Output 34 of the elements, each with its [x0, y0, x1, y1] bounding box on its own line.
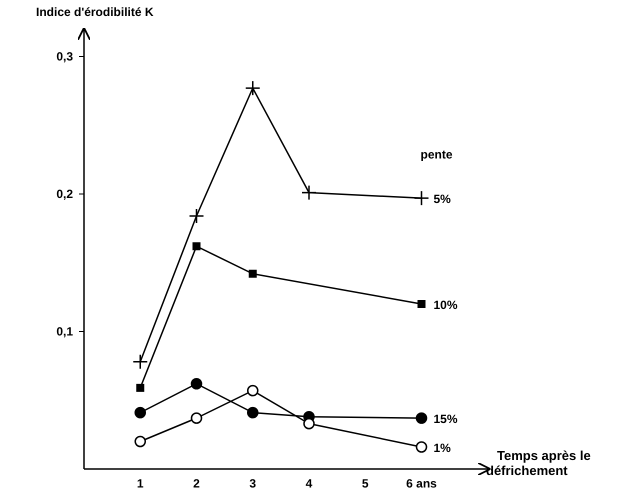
- legend-title: pente: [420, 147, 453, 162]
- point: [136, 384, 144, 392]
- x-axis-title: Temps après le défrichement: [486, 448, 591, 478]
- point: [188, 208, 204, 224]
- series-label: 5%: [434, 192, 452, 206]
- point: [192, 242, 200, 250]
- point: [414, 190, 430, 206]
- x-tick-label: 5: [362, 476, 369, 491]
- point: [301, 184, 317, 200]
- x-tick-label: 1: [136, 476, 144, 491]
- point: [134, 436, 146, 448]
- series-label: 15%: [434, 412, 458, 426]
- point: [245, 80, 260, 96]
- x-tick-label: 2: [193, 476, 200, 491]
- point: [303, 418, 315, 430]
- x-tick-label: 6 ans: [406, 476, 438, 491]
- y-tick-label: 0,3: [56, 49, 74, 64]
- point: [134, 406, 146, 418]
- y-tick-label: 0,1: [56, 324, 74, 338]
- point: [418, 300, 426, 308]
- point: [247, 384, 258, 396]
- series-label: 1%: [434, 441, 452, 455]
- series-label: 10%: [434, 298, 458, 312]
- point: [190, 378, 202, 390]
- point: [190, 412, 202, 424]
- x-tick-label: 3: [249, 476, 256, 491]
- y-tick-label: 0,2: [56, 186, 74, 201]
- point: [416, 412, 428, 424]
- point: [248, 270, 257, 278]
- point: [416, 441, 428, 453]
- point: [132, 354, 148, 370]
- point: [247, 406, 258, 418]
- y-axis-title: Indice d'érodibilité K: [36, 5, 154, 19]
- x-tick-label: 4: [306, 476, 313, 491]
